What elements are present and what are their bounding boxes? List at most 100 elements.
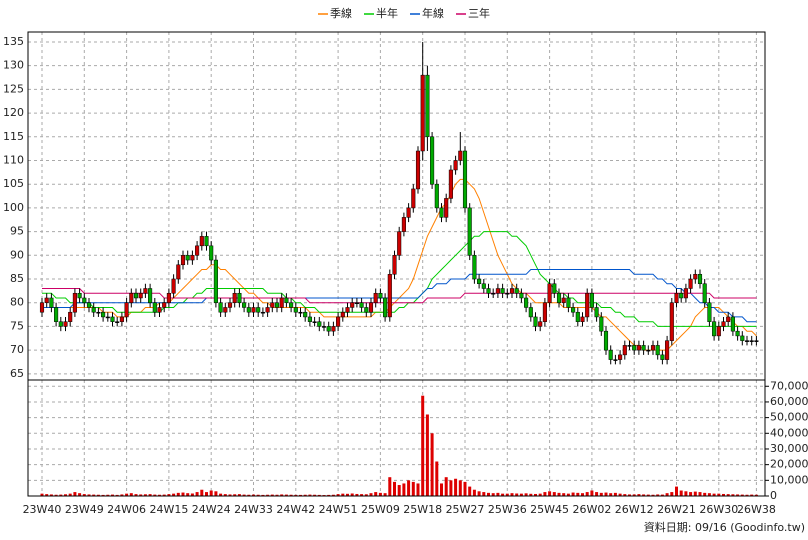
candle-body — [650, 345, 656, 351]
volume-bar — [256, 494, 260, 496]
candle-body — [721, 321, 726, 327]
candle-body — [566, 297, 571, 308]
volume-bar — [120, 494, 124, 496]
volume-bar — [750, 494, 754, 496]
volume-bar — [45, 494, 49, 496]
candle-body — [697, 274, 703, 285]
volume-bar — [148, 494, 152, 496]
candle-body — [524, 297, 529, 308]
volume-bar — [317, 494, 321, 496]
volume-bar — [745, 494, 749, 496]
volume-bar — [440, 483, 443, 496]
volume-bar — [266, 494, 270, 496]
candle-body — [401, 217, 406, 232]
candle-body — [594, 307, 599, 318]
candle-body — [364, 307, 369, 313]
candle-body — [632, 345, 637, 351]
candle-body — [726, 316, 731, 322]
candle-body — [148, 288, 153, 303]
candle-body — [359, 302, 364, 308]
volume-bar — [609, 493, 613, 496]
volume-bar — [92, 494, 96, 496]
x-tick-label: 26W02 — [572, 503, 611, 516]
volume-bar — [731, 494, 735, 496]
volume-bar — [115, 494, 119, 496]
candle-body — [730, 316, 735, 332]
candle-body — [547, 283, 552, 303]
volume-bar — [472, 489, 476, 496]
candle-body — [209, 245, 214, 261]
candle-body — [138, 292, 143, 299]
candle-body — [481, 283, 486, 289]
candle-body — [204, 236, 209, 247]
volume-bar — [491, 493, 495, 496]
candle-body — [618, 354, 623, 360]
volume-bar — [134, 494, 138, 496]
volume-bar — [96, 494, 100, 496]
candle-body — [519, 292, 524, 299]
candle-body — [68, 311, 73, 322]
volume-bar — [628, 494, 631, 496]
volume-bar — [101, 494, 105, 496]
candle-body — [556, 292, 562, 303]
candle-body — [472, 255, 477, 280]
volume-bar — [425, 414, 429, 496]
candle-body — [171, 278, 176, 294]
volume-bar — [599, 492, 603, 496]
candle-body — [707, 302, 712, 322]
volume-bar — [740, 494, 744, 496]
volume-bar — [364, 494, 368, 496]
volume-bar — [656, 494, 660, 496]
ma-line — [42, 269, 757, 323]
volume-bar — [78, 493, 82, 496]
volume-bar — [703, 492, 707, 496]
candle-body — [124, 302, 129, 318]
candle-body — [157, 307, 162, 313]
x-tick-label: 24W33 — [234, 503, 273, 516]
candle-body — [542, 302, 547, 322]
volume-bar — [454, 478, 458, 496]
volume-bar — [660, 494, 664, 496]
candle-body — [688, 278, 693, 289]
legend-label: 半年 — [376, 6, 398, 20]
candle-body — [735, 330, 740, 337]
volume-bar — [411, 481, 415, 496]
candle-body — [373, 292, 378, 303]
candle-body — [77, 292, 82, 299]
volume-bar — [139, 494, 143, 496]
candle-body — [636, 345, 641, 351]
volume-bar — [331, 494, 335, 496]
volume-bar — [482, 492, 486, 496]
volume-bar — [590, 490, 594, 496]
candle-body — [152, 302, 157, 313]
candle-body — [712, 321, 717, 337]
candle-body — [284, 297, 289, 303]
candle-body — [571, 307, 576, 313]
volume-bar — [209, 490, 213, 496]
volume-bar — [393, 481, 396, 496]
volume-bar — [313, 494, 317, 496]
candle-body — [453, 160, 458, 171]
volume-bar — [388, 477, 392, 496]
candle-body — [242, 302, 247, 308]
candle-body — [223, 307, 228, 313]
volume-bar — [501, 493, 505, 496]
candle-body — [44, 297, 49, 303]
y2-tick-label: 0 — [770, 489, 777, 502]
candle-body — [180, 255, 186, 266]
candle-body — [613, 359, 618, 361]
volume-bar — [421, 395, 425, 496]
candle-body — [580, 316, 585, 322]
candle-body — [39, 302, 45, 313]
candle-body — [58, 321, 63, 327]
volume-bar — [186, 493, 190, 496]
candle-body — [491, 292, 496, 295]
volume-bar — [270, 494, 274, 496]
volume-bar — [557, 492, 561, 496]
candle-body — [303, 311, 308, 318]
candle-body — [162, 302, 167, 308]
candle-body — [669, 302, 674, 341]
y2-tick-label: 70,000 — [770, 379, 808, 392]
candle-body — [585, 292, 590, 318]
